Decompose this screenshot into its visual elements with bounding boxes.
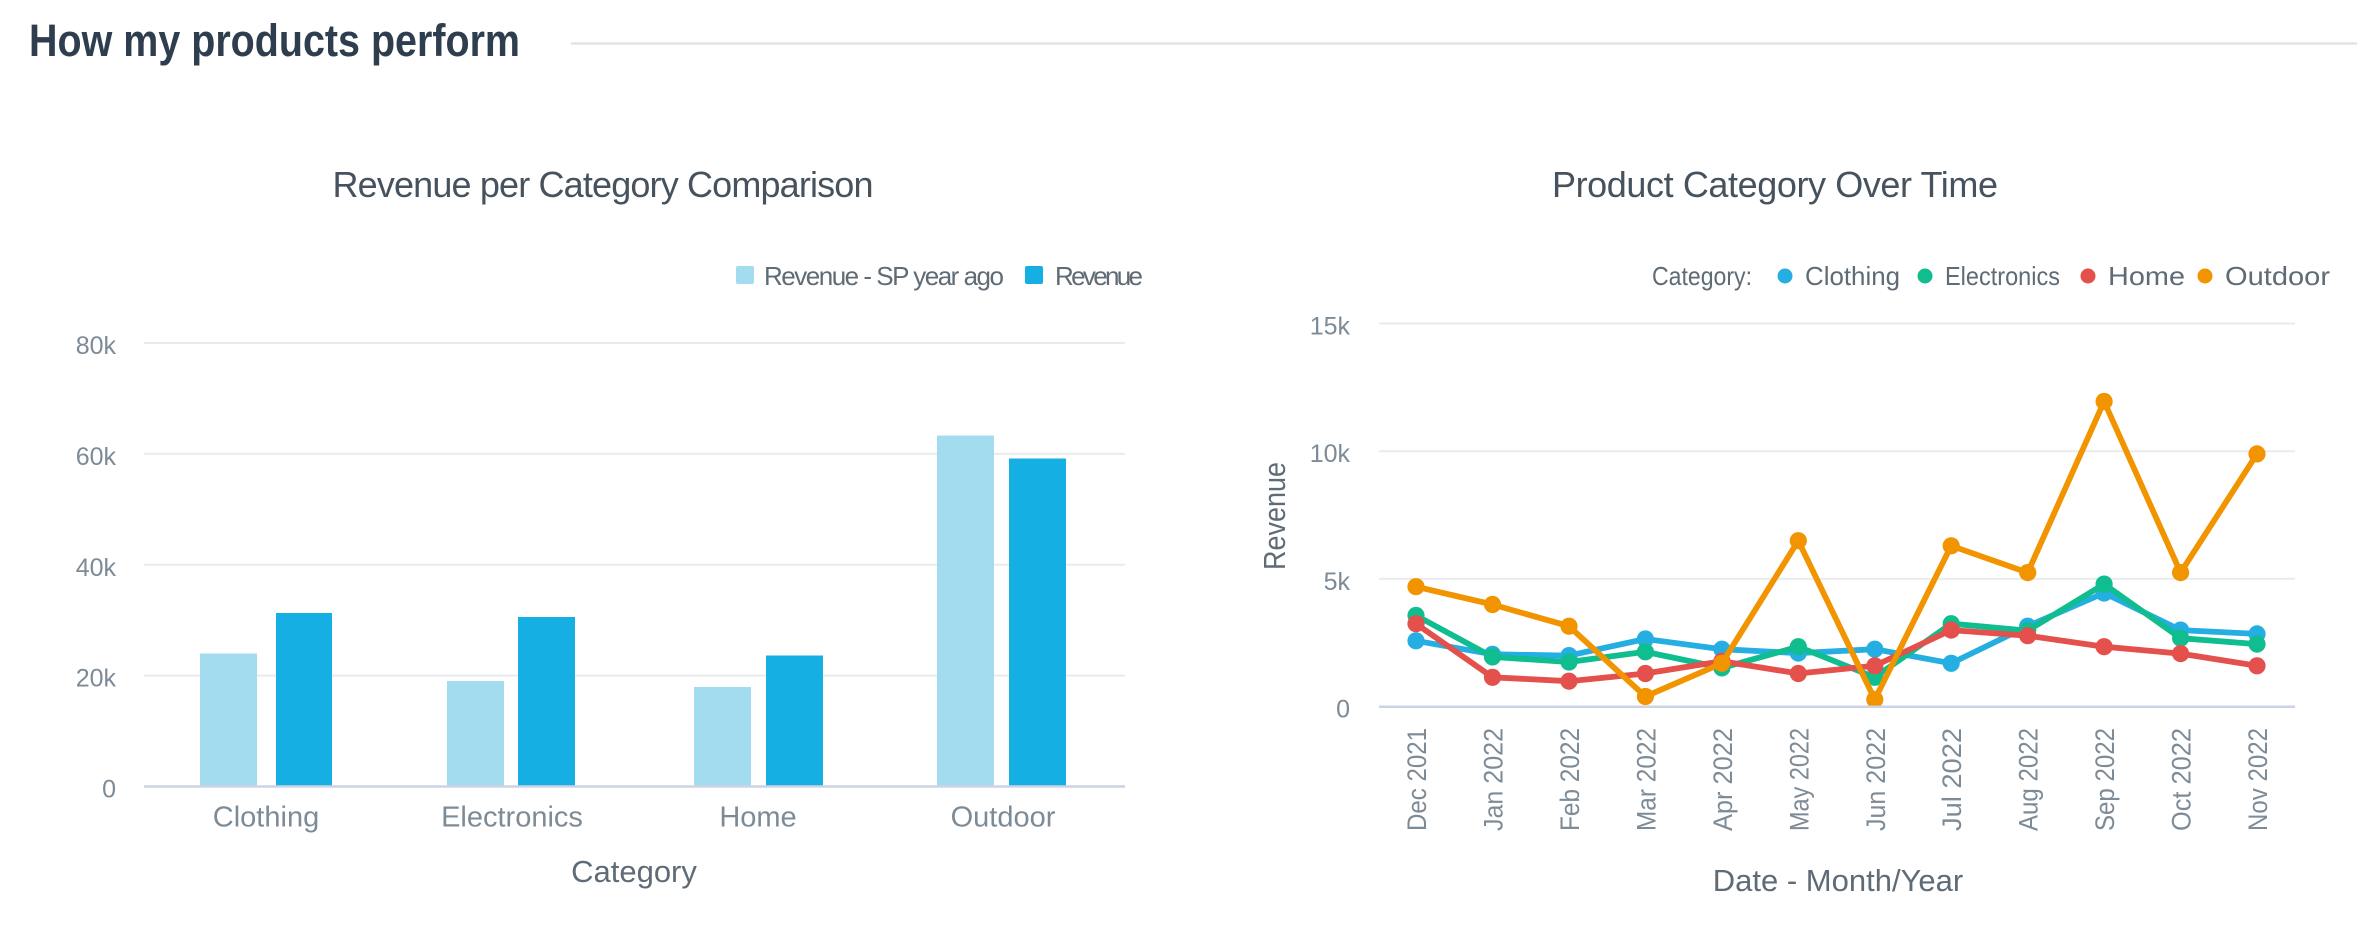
svg-text:Outdoor: Outdoor xyxy=(2225,261,2330,291)
svg-text:Category: Category xyxy=(571,854,697,889)
svg-text:40k: 40k xyxy=(76,554,117,582)
svg-text:80k: 80k xyxy=(76,332,117,360)
svg-text:Jan 2022: Jan 2022 xyxy=(1479,728,1509,831)
svg-text:Date - Month/Year: Date - Month/Year xyxy=(1713,863,1963,898)
svg-text:Aug 2022: Aug 2022 xyxy=(2014,728,2044,831)
svg-text:Mar 2022: Mar 2022 xyxy=(1631,728,1661,831)
svg-text:0: 0 xyxy=(1336,696,1350,724)
svg-text:60k: 60k xyxy=(76,443,117,471)
svg-text:Electronics: Electronics xyxy=(441,802,583,834)
svg-text:How my products perform: How my products perform xyxy=(29,15,520,66)
svg-text:Outdoor: Outdoor xyxy=(951,802,1056,834)
svg-text:Jul 2022: Jul 2022 xyxy=(1937,728,1967,831)
svg-text:Revenue per Category Compariso: Revenue per Category Comparison xyxy=(333,164,874,205)
svg-text:5k: 5k xyxy=(1324,568,1351,596)
svg-text:Clothing: Clothing xyxy=(213,802,319,834)
svg-text:Category:: Category: xyxy=(1652,261,1752,291)
svg-text:Jun 2022: Jun 2022 xyxy=(1861,728,1891,831)
svg-text:15k: 15k xyxy=(1310,313,1351,341)
svg-text:Dec 2021: Dec 2021 xyxy=(1402,728,1432,831)
svg-text:Clothing: Clothing xyxy=(1805,261,1900,291)
svg-text:Oct 2022: Oct 2022 xyxy=(2167,728,2197,831)
svg-text:Revenue: Revenue xyxy=(1257,462,1292,570)
svg-text:10k: 10k xyxy=(1310,440,1351,468)
svg-text:Home: Home xyxy=(2108,261,2185,291)
svg-text:Electronics: Electronics xyxy=(1945,261,2060,291)
svg-text:Apr 2022: Apr 2022 xyxy=(1708,728,1738,831)
svg-text:0: 0 xyxy=(102,776,116,804)
svg-text:20k: 20k xyxy=(76,665,117,693)
svg-text:May 2022: May 2022 xyxy=(1784,728,1814,831)
svg-text:Sep 2022: Sep 2022 xyxy=(2090,728,2120,831)
svg-text:Feb 2022: Feb 2022 xyxy=(1555,728,1585,831)
svg-text:Product Category Over Time: Product Category Over Time xyxy=(1552,164,1998,205)
svg-text:Home: Home xyxy=(719,802,796,834)
svg-text:Nov 2022: Nov 2022 xyxy=(2243,728,2273,831)
svg-text:Revenue - SP year ago: Revenue - SP year ago xyxy=(764,261,1004,291)
svg-text:Revenue: Revenue xyxy=(1055,261,1143,291)
